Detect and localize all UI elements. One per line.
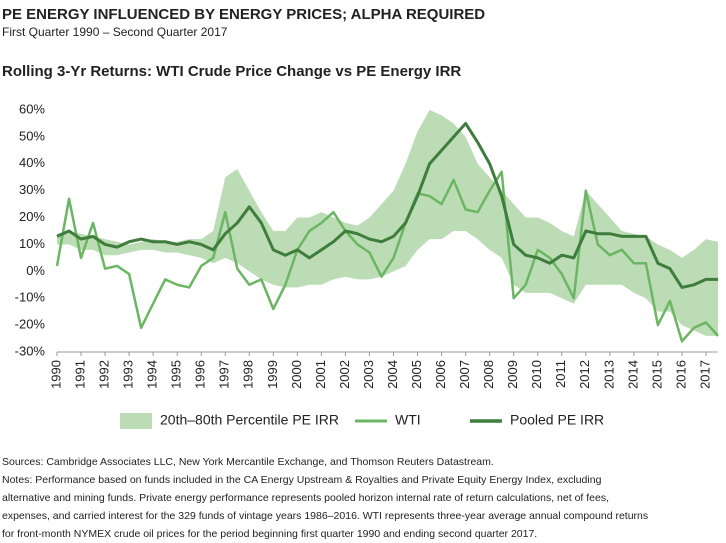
page-title: PE ENERGY INFLUENCED BY ENERGY PRICES; A… (2, 6, 485, 23)
x-tick-label: 2016 (673, 360, 688, 389)
chart-title: Rolling 3-Yr Returns: WTI Crude Price Ch… (2, 63, 461, 80)
x-tick-label: 2007 (457, 360, 472, 389)
y-tick-label: 60% (19, 101, 45, 116)
x-tick-label: 1995 (169, 360, 184, 389)
notes: Notes: Performance based on funds includ… (2, 474, 602, 486)
x-tick-label: 2013 (601, 360, 616, 389)
y-tick-label: 30% (19, 182, 45, 197)
legend-label: 20th–80th Percentile PE IRR (160, 412, 339, 428)
x-tick-label: 1998 (241, 360, 256, 389)
x-tick-label: 1990 (48, 360, 63, 389)
x-tick-label: 1996 (193, 360, 208, 389)
notes: expenses, and carried interest for the 3… (2, 510, 648, 522)
notes: for front-month NYMEX crude oil prices f… (2, 528, 537, 540)
x-tick-label: 2011 (553, 360, 568, 388)
y-tick-label: 0% (26, 263, 45, 278)
percentile-band (57, 110, 718, 336)
x-tick-label: 2017 (697, 360, 712, 389)
x-tick-label: 2008 (481, 360, 496, 389)
x-tick-label: 2012 (577, 360, 592, 389)
y-tick-label: 40% (19, 155, 45, 170)
x-tick-label: 2004 (385, 360, 400, 389)
legend-label: WTI (395, 412, 421, 428)
series-line (56, 121, 718, 289)
x-tick-label: 1992 (97, 360, 112, 389)
x-tick-label: 2015 (649, 360, 664, 389)
x-tick-label: 2005 (409, 360, 424, 389)
y-tick-label: -10% (15, 290, 46, 305)
x-tick-label: 1994 (145, 360, 160, 389)
series-line (55, 170, 719, 343)
x-tick-label: 2006 (433, 360, 448, 389)
x-tick-label: 2000 (289, 360, 304, 389)
x-tick-label: 2010 (529, 360, 544, 389)
y-tick-label: -20% (15, 317, 46, 332)
x-tick-label: 2014 (625, 360, 640, 389)
x-tick-label: 1993 (121, 360, 136, 389)
x-tick-label: 1999 (265, 360, 280, 389)
y-tick-label: 20% (19, 209, 45, 224)
x-tick-label: 2002 (337, 360, 352, 389)
x-tick-label: 2001 (313, 360, 328, 389)
x-tick-label: 2009 (505, 360, 520, 389)
x-tick-label: 1997 (217, 360, 232, 389)
sources: Sources: Cambridge Associates LLC, New Y… (2, 456, 494, 468)
x-tick-label: 1991 (72, 360, 87, 389)
page-subtitle: First Quarter 1990 – Second Quarter 2017 (2, 25, 228, 39)
y-tick-label: 10% (19, 236, 45, 251)
legend-label: Pooled PE IRR (510, 412, 604, 428)
y-tick-label: -30% (15, 343, 46, 358)
y-tick-label: 50% (19, 128, 45, 143)
notes: alternative and mining funds. Private en… (2, 492, 609, 504)
legend-swatch (120, 413, 152, 429)
x-tick-label: 2003 (361, 360, 376, 389)
